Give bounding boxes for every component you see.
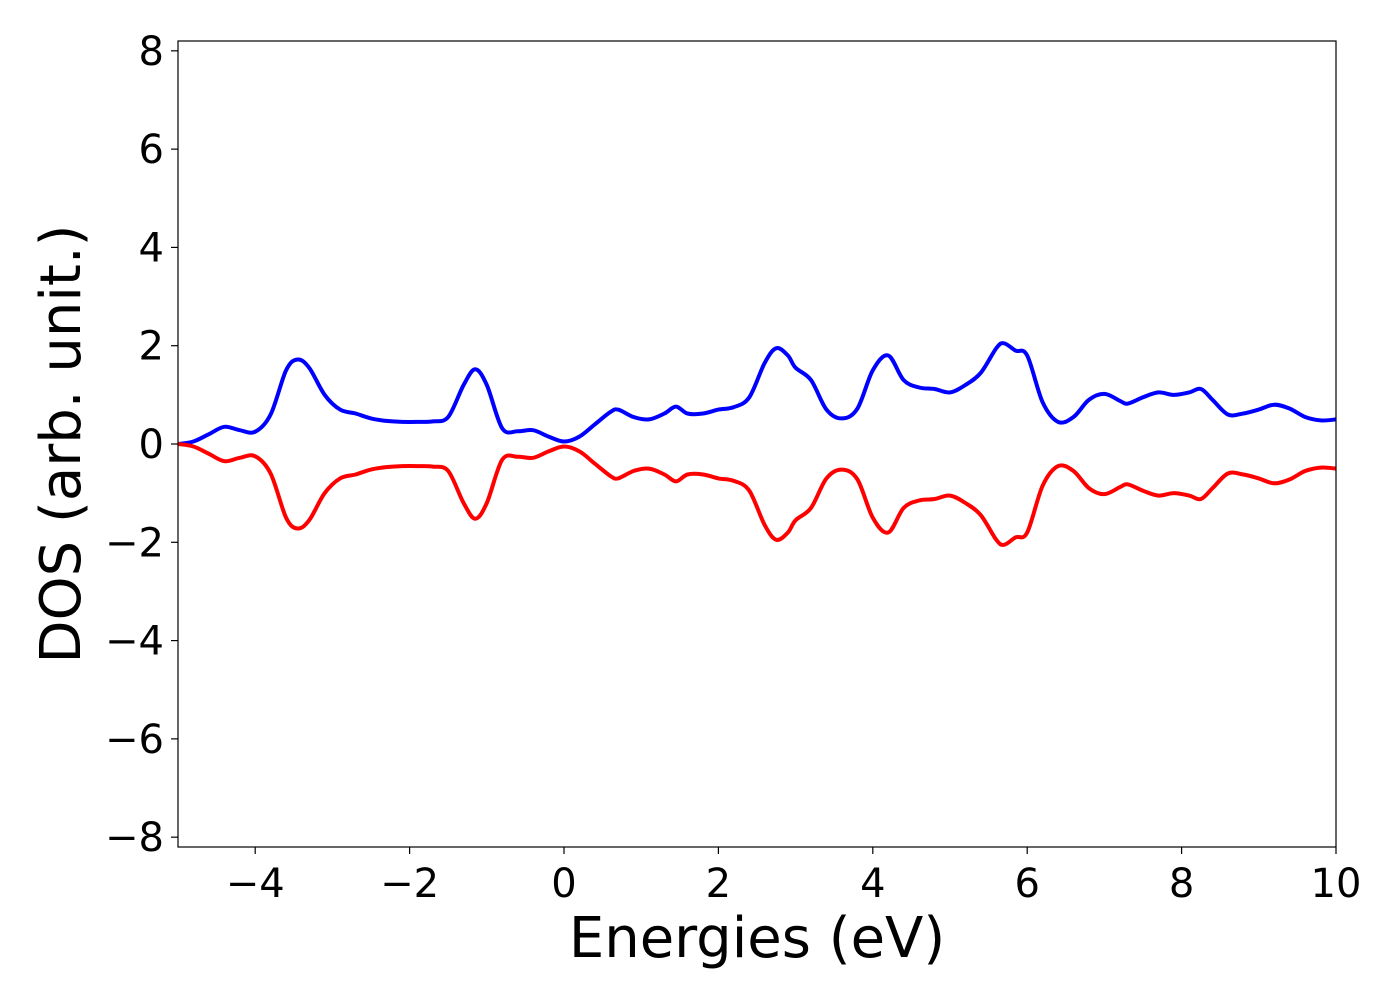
x-tick-label: 10 xyxy=(1311,861,1362,907)
y-tick-label: −2 xyxy=(105,520,164,566)
series-layer xyxy=(177,341,1337,547)
y-tick-label: 0 xyxy=(139,422,164,468)
x-tick-label: −2 xyxy=(380,861,439,907)
y-tick-label: −6 xyxy=(105,717,164,763)
x-tick-label: −4 xyxy=(226,861,285,907)
x-tick-label: 6 xyxy=(1014,861,1039,907)
y-axis-ticks: −8 −6 −4 −2 0 2 4 6 8 xyxy=(105,29,178,861)
x-tick-label: 4 xyxy=(860,861,885,907)
series-line-1 xyxy=(177,341,1337,446)
x-axis-ticks: −4 −2 0 2 4 6 8 10 xyxy=(226,847,1362,907)
y-tick-label: 8 xyxy=(139,29,164,75)
x-axis-label: Energies (eV) xyxy=(569,906,945,971)
x-tick-label: 0 xyxy=(551,861,576,907)
y-tick-label: 6 xyxy=(139,127,164,173)
plot-frame xyxy=(177,40,1337,848)
y-axis-label: DOS (arb. unit.) xyxy=(29,224,94,663)
y-tick-label: 4 xyxy=(139,225,164,271)
x-tick-label: 8 xyxy=(1169,861,1194,907)
x-tick-label: 2 xyxy=(706,861,731,907)
y-tick-label: 2 xyxy=(139,324,164,370)
series-line-2 xyxy=(177,442,1337,547)
y-tick-label: −4 xyxy=(105,619,164,665)
y-tick-label: −8 xyxy=(105,815,164,861)
